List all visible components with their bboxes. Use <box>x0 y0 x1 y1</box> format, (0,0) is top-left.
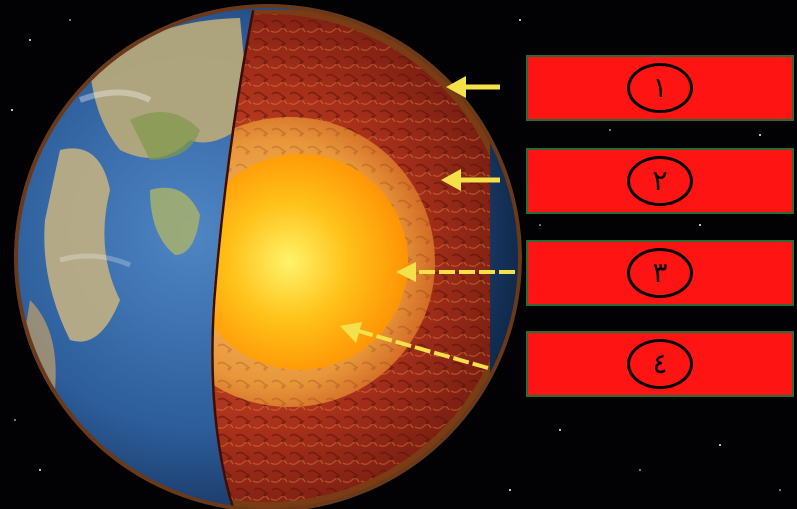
layer-number-4: ٤ <box>652 347 668 380</box>
layer-label-3: ٣ <box>526 240 794 306</box>
label-circle: ٣ <box>627 248 693 298</box>
label-circle: ١ <box>627 63 693 113</box>
arrow-left-icon <box>396 262 515 282</box>
earth-globe <box>14 4 522 509</box>
label-circle: ٢ <box>627 156 693 206</box>
layer-number-1: ١ <box>652 71 668 104</box>
layer-number-3: ٣ <box>652 256 668 289</box>
layer-label-1: ١ <box>526 55 794 121</box>
arrow-left-icon <box>446 76 500 98</box>
arrow-left-icon <box>441 169 500 191</box>
star-field <box>11 19 781 491</box>
layer-arrows <box>340 76 515 370</box>
arrow-left-icon <box>340 322 489 370</box>
label-circle: ٤ <box>627 339 693 389</box>
layer-label-2: ٢ <box>526 148 794 214</box>
layer-label-4: ٤ <box>526 331 794 397</box>
layer-number-2: ٢ <box>652 164 668 197</box>
